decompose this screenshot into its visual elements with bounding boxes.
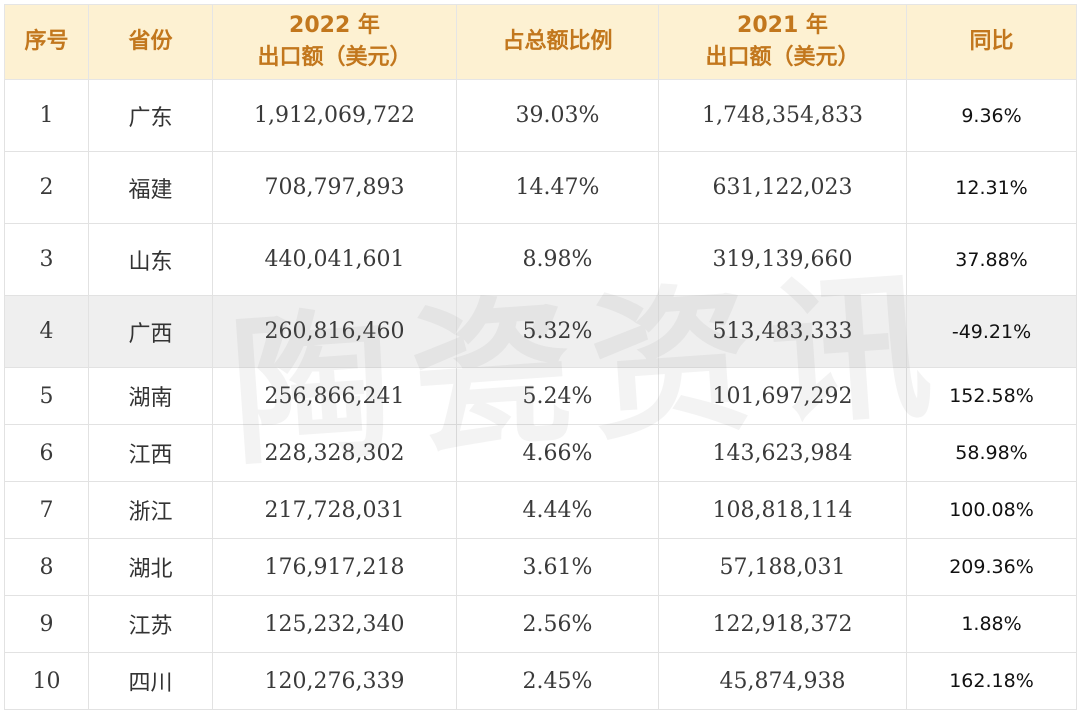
cell-province: 福建 (88, 151, 213, 224)
header-export-2021-label: 出口额（美元） (705, 45, 860, 70)
cell-yoy: 9.36% (906, 79, 1077, 152)
header-export-2021-year: 2021 年 (737, 13, 828, 38)
cell-share: 4.66% (456, 424, 659, 482)
table-row: 3 山东 440,041,601 8.98% 319,139,660 37.88… (4, 223, 1077, 296)
cell-export-2021: 108,818,114 (658, 481, 907, 539)
cell-share: 2.56% (456, 595, 659, 653)
header-export-2022: 2022 年 出口额（美元） (212, 4, 457, 80)
cell-export-2022: 708,797,893 (212, 151, 457, 224)
header-province: 省份 (88, 4, 213, 80)
cell-share: 14.47% (456, 151, 659, 224)
cell-province: 广东 (88, 79, 213, 152)
cell-index: 8 (4, 538, 89, 596)
cell-index: 4 (4, 295, 89, 368)
table-row: 10 四川 120,276,339 2.45% 45,874,938 162.1… (4, 652, 1077, 710)
table-row: 9 江苏 125,232,340 2.56% 122,918,372 1.88% (4, 595, 1077, 653)
cell-share: 2.45% (456, 652, 659, 710)
cell-yoy: 58.98% (906, 424, 1077, 482)
cell-export-2022: 228,328,302 (212, 424, 457, 482)
table-row-highlighted: 4 广西 260,816,460 5.32% 513,483,333 -49.2… (4, 295, 1077, 368)
cell-export-2021: 101,697,292 (658, 367, 907, 425)
cell-yoy: 100.08% (906, 481, 1077, 539)
table-row: 1 广东 1,912,069,722 39.03% 1,748,354,833 … (4, 79, 1077, 152)
cell-export-2021: 143,623,984 (658, 424, 907, 482)
cell-yoy: 1.88% (906, 595, 1077, 653)
cell-index: 6 (4, 424, 89, 482)
header-share-label: 占总额比例 (502, 29, 613, 54)
table-row: 5 湖南 256,866,241 5.24% 101,697,292 152.5… (4, 367, 1077, 425)
cell-index: 2 (4, 151, 89, 224)
cell-province: 江西 (88, 424, 213, 482)
export-table-container: 序号 省份 2022 年 出口额（美元） 占总额比例 2021 年 出口额（美元… (4, 4, 1077, 710)
cell-export-2021: 122,918,372 (658, 595, 907, 653)
cell-export-2021: 631,122,023 (658, 151, 907, 224)
cell-province: 山东 (88, 223, 213, 296)
cell-export-2021: 319,139,660 (658, 223, 907, 296)
cell-export-2021: 1,748,354,833 (658, 79, 907, 152)
cell-yoy: -49.21% (906, 295, 1077, 368)
table-row: 8 湖北 176,917,218 3.61% 57,188,031 209.36… (4, 538, 1077, 596)
cell-export-2022: 260,816,460 (212, 295, 457, 368)
cell-export-2022: 440,041,601 (212, 223, 457, 296)
cell-province: 湖南 (88, 367, 213, 425)
cell-yoy: 37.88% (906, 223, 1077, 296)
table-body: 1 广东 1,912,069,722 39.03% 1,748,354,833 … (4, 79, 1077, 710)
cell-yoy: 209.36% (906, 538, 1077, 596)
cell-province: 广西 (88, 295, 213, 368)
cell-index: 1 (4, 79, 89, 152)
header-share: 占总额比例 (456, 4, 659, 80)
header-yoy-label: 同比 (969, 29, 1014, 54)
table-row: 2 福建 708,797,893 14.47% 631,122,023 12.3… (4, 151, 1077, 224)
cell-yoy: 12.31% (906, 151, 1077, 224)
cell-export-2021: 513,483,333 (658, 295, 907, 368)
cell-province: 湖北 (88, 538, 213, 596)
header-province-label: 省份 (128, 29, 173, 54)
cell-share: 4.44% (456, 481, 659, 539)
cell-export-2022: 217,728,031 (212, 481, 457, 539)
header-index-label: 序号 (24, 29, 69, 54)
cell-export-2022: 1,912,069,722 (212, 79, 457, 152)
cell-export-2022: 176,917,218 (212, 538, 457, 596)
cell-export-2021: 45,874,938 (658, 652, 907, 710)
cell-province: 浙江 (88, 481, 213, 539)
cell-yoy: 162.18% (906, 652, 1077, 710)
cell-export-2022: 125,232,340 (212, 595, 457, 653)
cell-share: 39.03% (456, 79, 659, 152)
table-row: 7 浙江 217,728,031 4.44% 108,818,114 100.0… (4, 481, 1077, 539)
cell-index: 3 (4, 223, 89, 296)
cell-index: 10 (4, 652, 89, 710)
header-export-2021: 2021 年 出口额（美元） (658, 4, 907, 80)
header-export-2022-year: 2022 年 (289, 13, 380, 38)
cell-index: 5 (4, 367, 89, 425)
header-index: 序号 (4, 4, 89, 80)
header-export-2022-label: 出口额（美元） (257, 45, 412, 70)
cell-yoy: 152.58% (906, 367, 1077, 425)
cell-share: 5.32% (456, 295, 659, 368)
header-yoy: 同比 (906, 4, 1077, 80)
cell-index: 9 (4, 595, 89, 653)
cell-export-2021: 57,188,031 (658, 538, 907, 596)
province-export-table: 序号 省份 2022 年 出口额（美元） 占总额比例 2021 年 出口额（美元… (4, 4, 1077, 710)
cell-export-2022: 256,866,241 (212, 367, 457, 425)
header-row: 序号 省份 2022 年 出口额（美元） 占总额比例 2021 年 出口额（美元… (4, 4, 1077, 80)
cell-share: 5.24% (456, 367, 659, 425)
cell-province: 江苏 (88, 595, 213, 653)
cell-index: 7 (4, 481, 89, 539)
table-header: 序号 省份 2022 年 出口额（美元） 占总额比例 2021 年 出口额（美元… (4, 4, 1077, 80)
table-row: 6 江西 228,328,302 4.66% 143,623,984 58.98… (4, 424, 1077, 482)
cell-export-2022: 120,276,339 (212, 652, 457, 710)
cell-share: 3.61% (456, 538, 659, 596)
cell-province: 四川 (88, 652, 213, 710)
cell-share: 8.98% (456, 223, 659, 296)
